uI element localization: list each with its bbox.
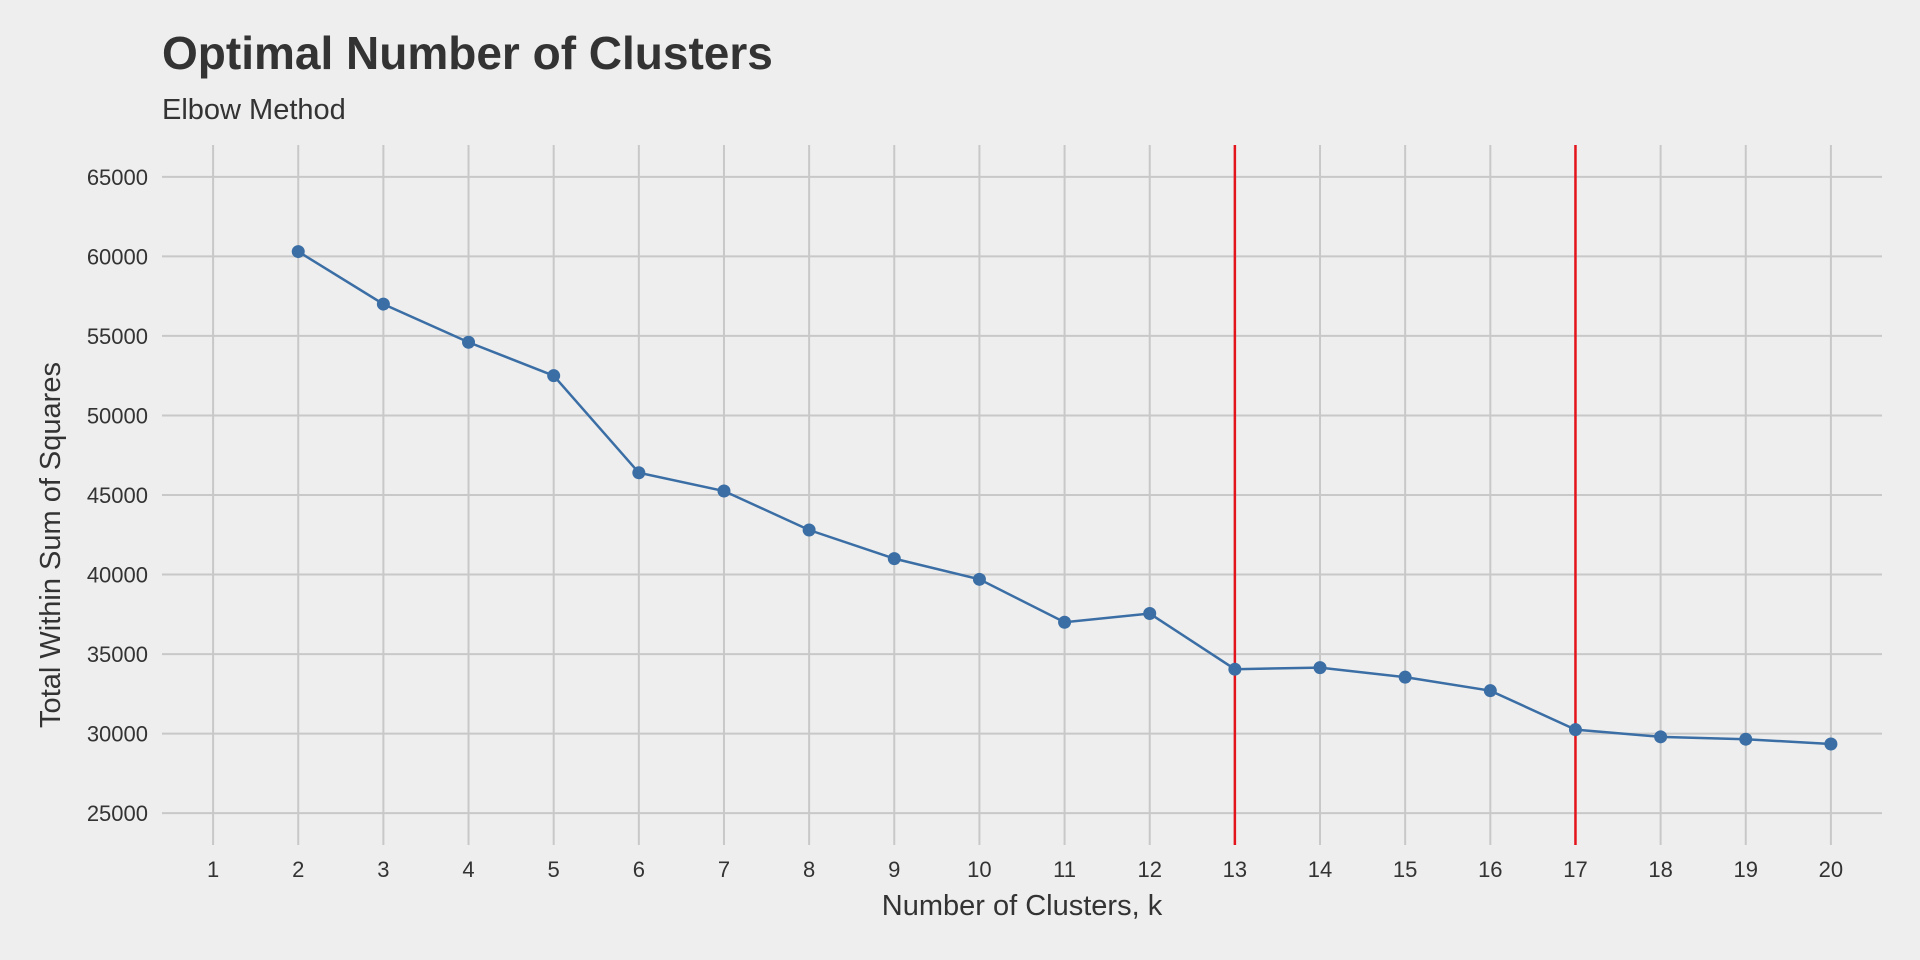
x-tick-label: 15 — [1393, 857, 1417, 882]
x-tick-label: 17 — [1563, 857, 1587, 882]
x-tick-label: 13 — [1223, 857, 1247, 882]
y-axis-title: Total Within Sum of Squares — [35, 362, 67, 728]
x-axis-ticks: 1 2 3 4 5 6 7 8 9 10 11 12 13 14 15 16 17 18 19 20 — [207, 857, 1843, 882]
x-tick-label: 7 — [718, 857, 730, 882]
x-tick-label: 10 — [967, 857, 991, 882]
x-tick-label: 5 — [548, 857, 560, 882]
y-tick-label: 45000 — [87, 483, 148, 508]
x-tick-label: 18 — [1648, 857, 1672, 882]
x-tick-label: 14 — [1308, 857, 1332, 882]
data-point — [1739, 732, 1753, 746]
data-point — [462, 335, 476, 349]
x-tick-label: 19 — [1734, 857, 1758, 882]
y-tick-label: 40000 — [87, 563, 148, 588]
chart-title: Optimal Number of Clusters — [162, 27, 773, 79]
y-tick-label: 60000 — [87, 244, 148, 269]
x-axis-title: Number of Clusters, k — [882, 890, 1163, 922]
data-point — [1313, 661, 1327, 675]
x-tick-label: 1 — [207, 857, 219, 882]
x-tick-label: 3 — [377, 857, 389, 882]
data-point — [376, 297, 390, 311]
x-tick-label: 12 — [1137, 857, 1161, 882]
data-point — [1058, 615, 1072, 629]
y-axis-ticks: 25000 30000 35000 40000 45000 50000 55000 60000… — [87, 165, 148, 826]
x-tick-label: 20 — [1819, 857, 1843, 882]
x-tick-label: 11 — [1053, 857, 1076, 882]
data-point — [1228, 662, 1242, 676]
series-wss — [291, 245, 1838, 751]
data-point — [1824, 737, 1838, 751]
data-point — [1654, 730, 1668, 744]
y-tick-label: 65000 — [87, 165, 148, 190]
y-tick-label: 25000 — [87, 801, 148, 826]
x-tick-label: 2 — [292, 857, 304, 882]
data-point — [887, 552, 901, 566]
data-point — [1398, 670, 1412, 684]
data-point — [972, 572, 986, 586]
data-point — [1568, 723, 1582, 737]
data-point — [547, 369, 561, 383]
grid — [162, 145, 1882, 845]
y-tick-label: 55000 — [87, 324, 148, 349]
x-tick-label: 16 — [1478, 857, 1502, 882]
data-point — [717, 484, 731, 498]
y-tick-label: 50000 — [87, 403, 148, 428]
data-point — [802, 523, 816, 537]
y-tick-label: 30000 — [87, 722, 148, 747]
x-tick-label: 6 — [633, 857, 645, 882]
x-tick-label: 8 — [803, 857, 815, 882]
chart-subtitle: Elbow Method — [162, 94, 346, 126]
data-point — [1483, 684, 1497, 698]
data-point — [632, 466, 646, 480]
x-tick-label: 4 — [462, 857, 474, 882]
data-point — [291, 245, 305, 259]
y-tick-label: 35000 — [87, 642, 148, 667]
x-tick-label: 9 — [888, 857, 900, 882]
data-point — [1143, 607, 1157, 621]
